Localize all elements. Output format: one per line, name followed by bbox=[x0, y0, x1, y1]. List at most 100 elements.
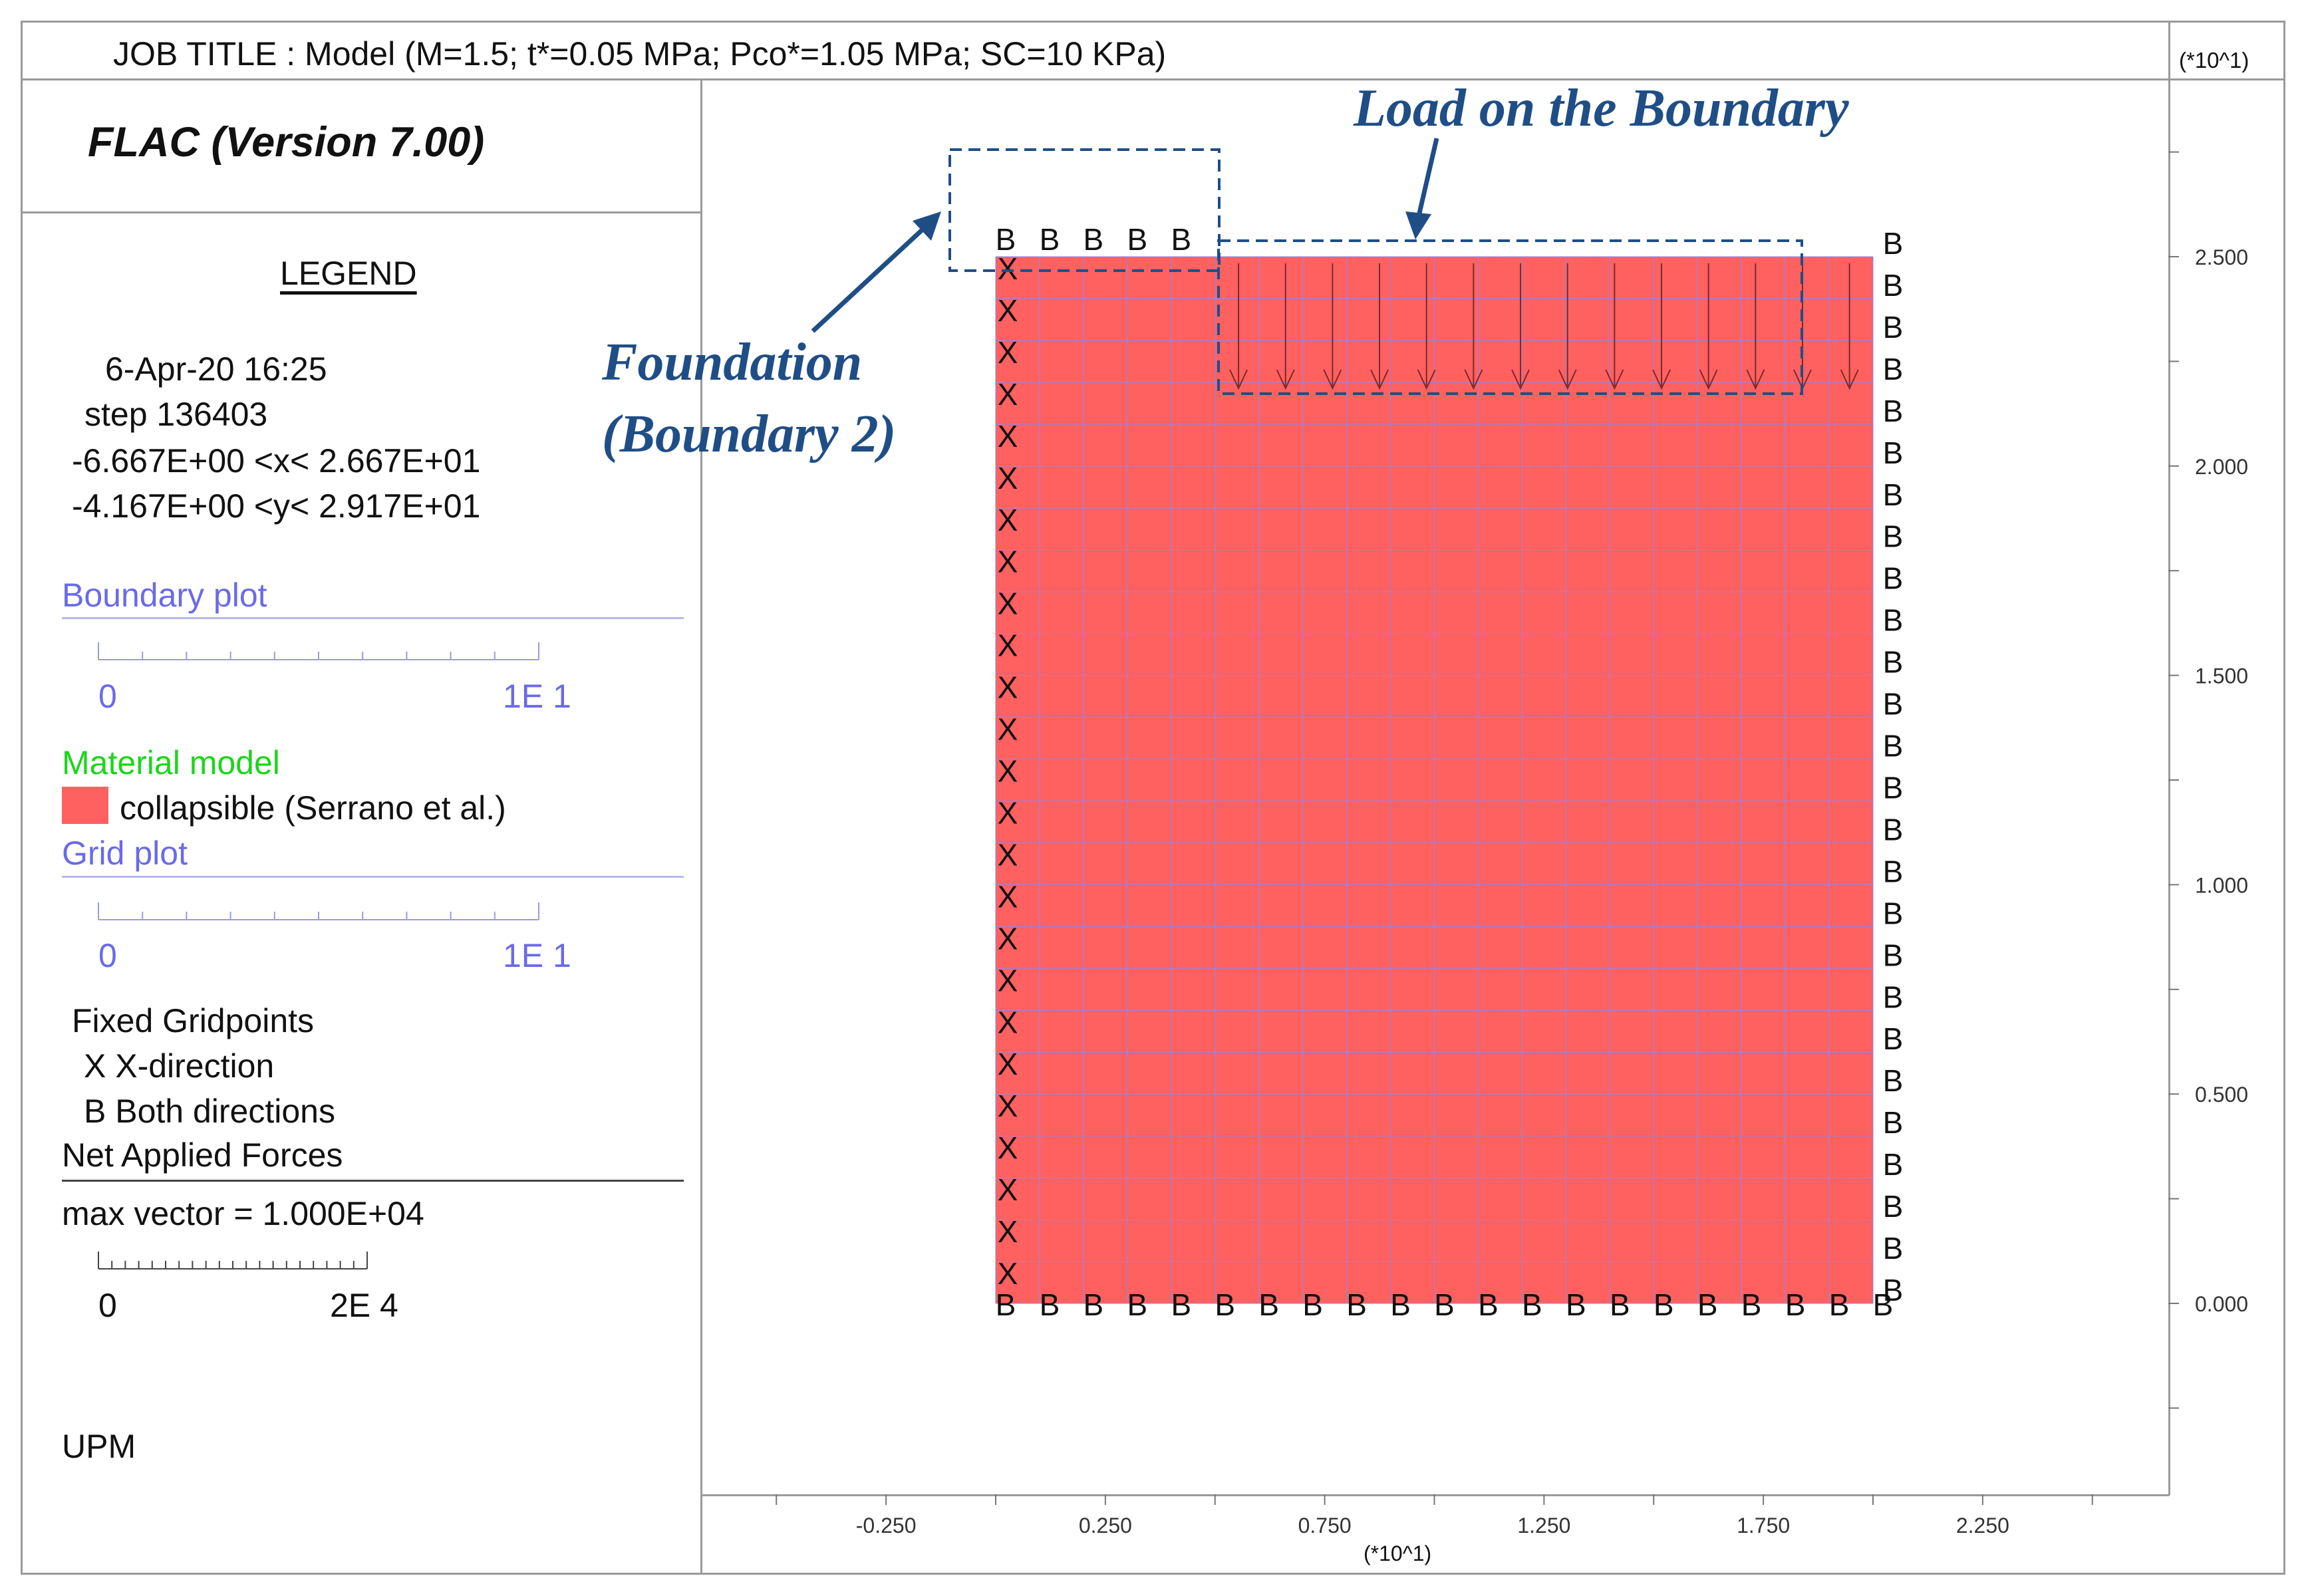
fixity-marker-x: X bbox=[998, 251, 1018, 286]
fixity-marker-b: B bbox=[1883, 310, 1904, 344]
fixity-marker-b: B bbox=[1258, 1287, 1279, 1322]
fixity-marker-x: X bbox=[998, 670, 1018, 705]
load-pointer-arrowhead bbox=[1405, 211, 1431, 239]
fixity-marker-b: B bbox=[1040, 1287, 1060, 1322]
x-tick-label: 0.250 bbox=[1079, 1514, 1132, 1537]
fixity-marker-b: B bbox=[1478, 1287, 1499, 1322]
title-divider bbox=[21, 78, 2285, 80]
foundation-highlight-box bbox=[948, 148, 1221, 272]
institution-label: UPM bbox=[62, 1428, 136, 1465]
fixity-marker-x: X bbox=[998, 754, 1018, 789]
fixity-marker-b: B bbox=[1566, 1287, 1586, 1322]
grid-plot-scale-max: 1E 1 bbox=[503, 937, 571, 974]
material-model-title: Material model bbox=[62, 744, 280, 781]
fixity-marker-x: X bbox=[998, 293, 1018, 328]
legend-panel-divider bbox=[700, 78, 702, 1575]
fixity-marker-b: B bbox=[1883, 687, 1904, 722]
load-arrow-head bbox=[1417, 369, 1436, 390]
fixity-marker-x: X bbox=[998, 921, 1018, 956]
fixity-marker-x: X bbox=[998, 628, 1018, 663]
fixity-marker-b: B bbox=[1610, 1287, 1630, 1322]
fixity-marker-b: B bbox=[1083, 222, 1104, 257]
force-scale-min: 0 bbox=[98, 1287, 117, 1324]
boundary-plot-scale-min: 0 bbox=[98, 678, 117, 715]
fixity-marker-b: B bbox=[1040, 222, 1060, 257]
net-forces-rule bbox=[62, 1180, 684, 1182]
foundation-pointer-arrow bbox=[811, 221, 932, 333]
fixity-marker-b: B bbox=[1883, 352, 1904, 386]
fixity-marker-b: B bbox=[1883, 980, 1904, 1014]
material-model-item: collapsible (Serrano et al.) bbox=[120, 789, 506, 827]
foundation-pointer-arrowhead bbox=[913, 211, 941, 241]
load-arrow-head bbox=[1511, 369, 1530, 390]
fixity-marker-b: B bbox=[1883, 561, 1904, 596]
fixity-marker-b: B bbox=[996, 222, 1016, 257]
y-tick-label: 2.000 bbox=[2195, 455, 2248, 479]
fixity-marker-b: B bbox=[996, 1287, 1016, 1322]
legend-date-time: 6-Apr-20 16:25 bbox=[105, 350, 327, 388]
fixity-marker-b: B bbox=[1171, 222, 1191, 257]
material-swatch bbox=[62, 787, 108, 824]
fixity-marker-b: B bbox=[1883, 603, 1904, 638]
fixity-marker-b: B bbox=[1883, 1273, 1904, 1307]
fixity-marker-b: B bbox=[1883, 436, 1904, 470]
y-tick-label: 2.500 bbox=[2195, 245, 2248, 269]
x-tick-label: 2.250 bbox=[1956, 1514, 2009, 1537]
fixity-marker-b: B bbox=[1883, 645, 1904, 680]
boundary-plot-title: Boundary plot bbox=[62, 577, 267, 614]
fixity-marker-b: B bbox=[1883, 729, 1904, 763]
fixity-marker-b: B bbox=[1215, 1287, 1235, 1322]
fixity-marker-b: B bbox=[1883, 1231, 1904, 1265]
y-tick-label: 1.000 bbox=[2195, 873, 2248, 897]
legend-step: step 136403 bbox=[84, 396, 268, 433]
fixity-marker-b: B bbox=[1883, 268, 1904, 303]
fixity-marker-x: X bbox=[998, 1214, 1018, 1249]
fixity-marker-x: X bbox=[998, 1130, 1018, 1165]
grid-plot-title: Grid plot bbox=[62, 835, 188, 872]
grid-plot-scale-min: 0 bbox=[98, 937, 117, 974]
foundation-annotation-line2: (Boundary 2) bbox=[602, 405, 897, 464]
fixity-marker-x: X bbox=[998, 1005, 1018, 1039]
load-arrow-head bbox=[1229, 369, 1248, 390]
fixity-marker-b: B bbox=[1654, 1287, 1674, 1322]
fixity-marker-b: B bbox=[1083, 1287, 1104, 1322]
fixity-marker-b: B bbox=[1883, 854, 1904, 888]
fixity-marker-b: B bbox=[1434, 1287, 1455, 1322]
load-arrow-head bbox=[1605, 369, 1624, 390]
fixity-marker-b: B bbox=[1883, 896, 1904, 930]
foundation-annotation-line1: Foundation bbox=[602, 333, 863, 392]
load-arrow-head bbox=[1652, 369, 1671, 390]
fixity-marker-b: B bbox=[1302, 1287, 1323, 1322]
fixed-x-direction: X X-direction bbox=[84, 1047, 275, 1085]
y-tick-label: 1.500 bbox=[2195, 664, 2248, 688]
fixity-marker-b: B bbox=[1127, 1287, 1148, 1322]
fixity-marker-x: X bbox=[998, 837, 1018, 872]
fixity-marker-b: B bbox=[1883, 1021, 1904, 1056]
y-tick-label: 0.500 bbox=[2195, 1083, 2248, 1107]
plot-frame bbox=[21, 21, 2285, 1575]
legend-heading: LEGEND bbox=[280, 255, 417, 292]
load-arrow-head bbox=[1746, 369, 1765, 390]
load-on-boundary-annotation: Load on the Boundary bbox=[1354, 79, 1849, 138]
net-applied-forces-title: Net Applied Forces bbox=[62, 1136, 343, 1174]
fixed-gridpoints-title: Fixed Gridpoints bbox=[72, 1002, 315, 1039]
load-highlight-box bbox=[1217, 239, 1803, 395]
max-vector: max vector = 1.000E+04 bbox=[62, 1195, 424, 1232]
load-arrow-head bbox=[1276, 369, 1295, 390]
x-tick-label: 0.750 bbox=[1298, 1514, 1352, 1537]
fixity-marker-b: B bbox=[1171, 1287, 1191, 1322]
fixity-marker-b: B bbox=[1873, 1287, 1894, 1322]
fixity-marker-b: B bbox=[1883, 1189, 1904, 1224]
grid-plot-rule bbox=[62, 876, 684, 878]
fixity-marker-b: B bbox=[1883, 1105, 1904, 1140]
x-tick-label: -0.250 bbox=[856, 1514, 917, 1537]
fixity-marker-b: B bbox=[1883, 1063, 1904, 1098]
x-axis-multiplier: (*10^1) bbox=[1364, 1541, 1432, 1565]
boundary-plot-scale-max: 1E 1 bbox=[503, 678, 571, 715]
y-tick-label: 0.000 bbox=[2195, 1292, 2248, 1316]
fixity-marker-b: B bbox=[1883, 1147, 1904, 1182]
fixity-marker-x: X bbox=[998, 963, 1018, 998]
x-tick-label: 1.250 bbox=[1517, 1514, 1570, 1537]
fixity-marker-b: B bbox=[1785, 1287, 1806, 1322]
